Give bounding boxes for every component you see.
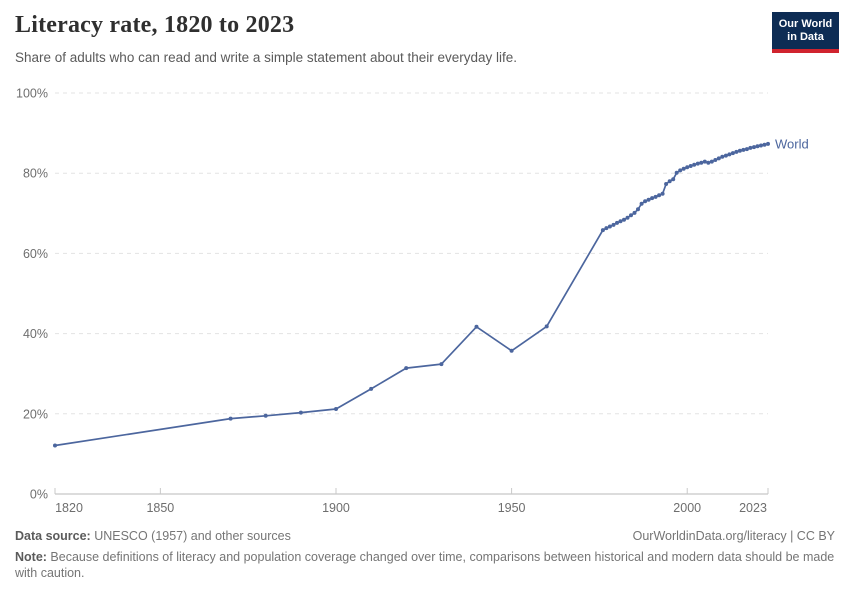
x-axis-label: 1820 [55,501,83,515]
data-point [439,362,444,367]
data-point [600,228,605,233]
chart-subtitle: Share of adults who can read and write a… [15,50,518,65]
data-point [752,145,756,150]
data-point [720,154,725,159]
note-label: Note: [15,549,47,564]
data-point [727,152,732,157]
data-point [622,217,626,222]
data-point [632,210,637,215]
y-axis-label: 0% [30,488,48,502]
data-point [650,196,655,201]
y-axis-label: 60% [23,247,48,261]
data-point [474,324,479,329]
data-point [737,148,742,153]
data-point [604,226,609,231]
data-point [762,142,767,147]
data-point [615,220,619,225]
page-title: Literacy rate, 1820 to 2023 [15,12,295,38]
data-point [263,413,268,418]
chart-note: Note: Because definitions of literacy an… [15,549,835,582]
data-point [681,166,686,171]
data-point [653,194,658,199]
data-point [639,201,644,206]
data-point [695,161,700,166]
data-point [716,156,721,161]
data-point [643,199,648,204]
y-axis-label: 20% [23,407,48,421]
data-point [723,153,728,158]
owid-logo[interactable]: Our World in Data [772,12,839,53]
data-point [759,143,763,148]
y-axis-label: 40% [23,327,48,341]
chart-footer: Data source: UNESCO (1957) and other sou… [15,528,835,582]
data-point [766,141,770,146]
data-point [713,158,718,162]
data-point [755,144,760,149]
data-point [509,348,514,353]
data-point [607,224,612,229]
data-point [629,213,633,218]
data-point [748,145,753,150]
note-text: Because definitions of literacy and popu… [15,549,835,581]
data-point [667,179,672,184]
x-axis-label: 1850 [146,501,174,515]
data-point [702,159,707,164]
data-point [625,215,630,220]
data-point [706,160,711,165]
x-axis-label: 2000 [673,501,701,515]
data-source-label: Data source: [15,529,91,543]
series-end-label: World [775,136,809,151]
data-point [618,219,623,224]
data-point [404,366,409,371]
series-line [54,143,769,447]
x-axis-label: 1900 [322,501,350,515]
data-point [611,222,616,227]
data-point [664,182,669,186]
data-point [709,159,714,164]
data-point [646,197,651,202]
owid-logo-line1: Our World [778,18,833,30]
data-point [730,151,735,156]
data-point [678,168,683,173]
data-point [228,416,233,421]
data-point [734,149,739,154]
line-chart: 0% 20% 40% 60% 80% 100% 1820 1850 1900 1950 2000 20… [16,87,809,516]
data-point [688,164,693,168]
data-point [692,162,697,167]
data-source-text: UNESCO (1957) and other sources [90,529,291,543]
data-point [369,386,374,391]
data-point [674,170,679,175]
data-point [685,165,690,170]
data-point [660,191,665,196]
data-point [741,147,746,152]
x-axis-label: 1950 [498,501,526,515]
data-source: Data source: UNESCO (1957) and other sou… [15,528,291,545]
owid-logo-line2: in Data [787,31,824,43]
data-point [334,407,338,411]
data-point [744,147,749,152]
y-axis-label: 80% [23,167,48,181]
data-point [53,443,57,448]
credit-link[interactable]: OurWorldinData.org/literacy | CC BY [632,529,835,543]
y-axis-label: 100% [16,87,48,101]
data-point [657,193,662,198]
x-axis-label: 2023 [739,501,767,515]
data-point [671,177,676,182]
data-point [699,160,704,165]
data-point [544,324,549,329]
data-point [636,207,640,212]
data-point [298,410,303,415]
